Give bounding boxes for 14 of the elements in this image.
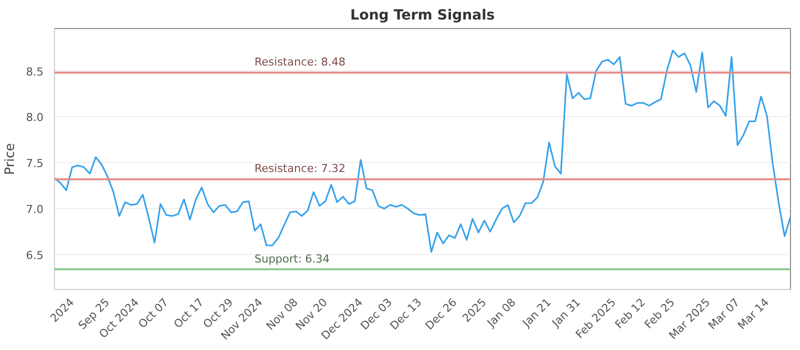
ref-line-label: Resistance: 8.48: [254, 56, 346, 69]
y-tick-label: 7.0: [26, 203, 44, 216]
chart-title: Long Term Signals: [350, 8, 495, 24]
y-tick-label: 8.5: [26, 65, 44, 78]
line-series: [54, 50, 790, 253]
y-axis-title: Price: [3, 143, 18, 175]
x-tick-label: Dec 26: [422, 296, 460, 333]
y-tick-label: 7.5: [26, 157, 44, 170]
x-tick-label: Jan 08: [484, 296, 518, 330]
x-tick-label: Jan 21: [519, 296, 554, 330]
y-tick-label: 8.0: [26, 111, 44, 124]
ref-line-label: Resistance: 7.32: [254, 162, 346, 176]
y-tick-label: 6.5: [26, 249, 44, 262]
ref-line-label: Support: 6.34: [254, 252, 330, 266]
